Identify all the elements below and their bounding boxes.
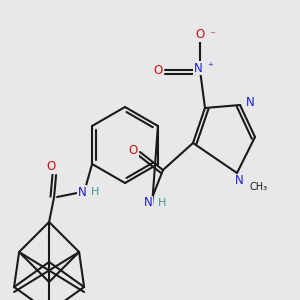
Text: CH₃: CH₃ (249, 182, 267, 192)
Text: ⁺: ⁺ (207, 62, 213, 72)
Text: O: O (153, 64, 163, 76)
Text: N: N (235, 175, 243, 188)
Text: N: N (194, 61, 202, 74)
Text: N: N (144, 196, 152, 209)
Text: N: N (78, 185, 86, 199)
Text: O: O (195, 28, 205, 41)
Text: H: H (91, 187, 100, 197)
Text: H: H (158, 198, 166, 208)
Text: O: O (128, 143, 138, 157)
Text: N: N (246, 95, 255, 109)
Text: ⁻: ⁻ (209, 30, 215, 40)
Text: O: O (46, 160, 56, 173)
